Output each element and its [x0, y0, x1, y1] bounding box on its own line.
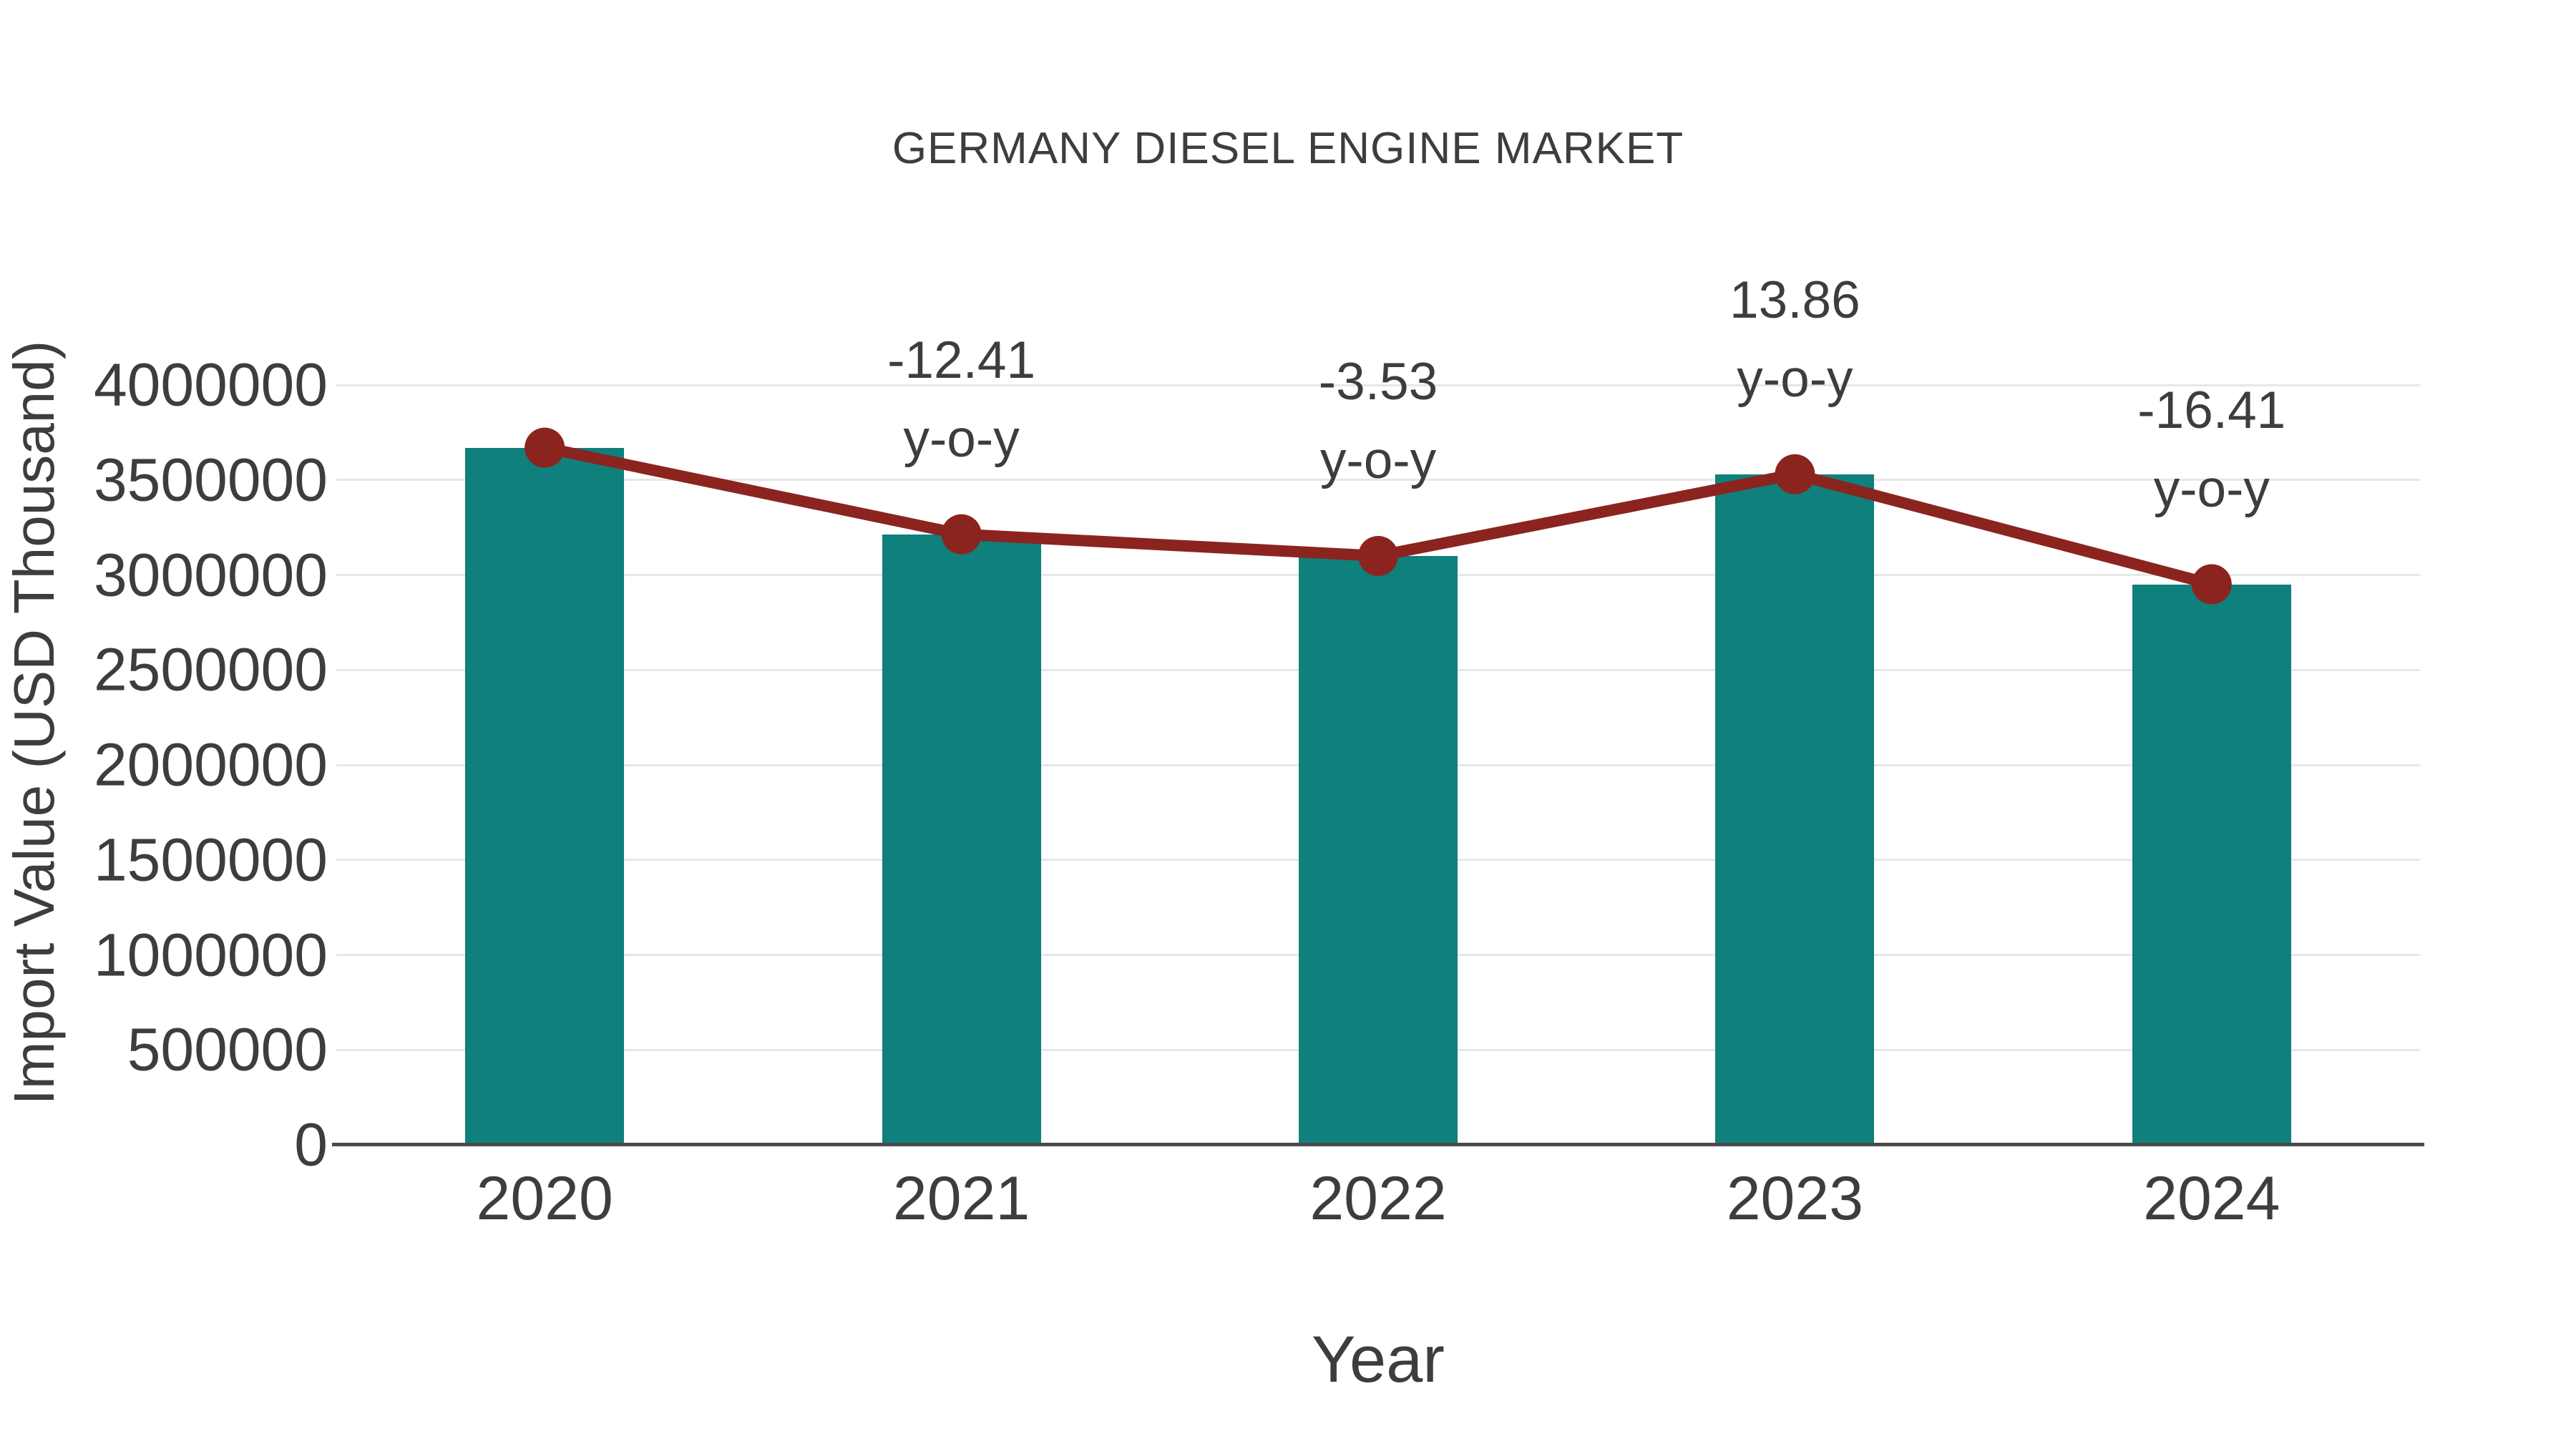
yoy-annotation-2023: 13.86 y-o-y — [1729, 261, 1860, 419]
y-tick-label-3000000: 3000000 — [93, 541, 328, 608]
x-tick-label-2022: 2022 — [1309, 1164, 1447, 1233]
y-tick-label-0: 0 — [294, 1111, 328, 1179]
line-marker-2021 — [941, 514, 982, 555]
x-axis-title: Year — [1312, 1323, 1445, 1396]
bar-2022 — [1299, 555, 1458, 1145]
y-tick-label-1000000: 1000000 — [93, 921, 328, 988]
gridline-3500000 — [336, 479, 2420, 482]
y-tick-label-1500000: 1500000 — [93, 826, 328, 894]
yoy-annotation-2021: -12.41 y-o-y — [887, 321, 1035, 479]
plot-area — [336, 384, 2420, 1145]
gridline-4000000 — [336, 384, 2420, 386]
bar-2024 — [2132, 584, 2291, 1145]
y-tick-label-2000000: 2000000 — [93, 731, 328, 799]
yoy-suffix-2022: y-o-y — [1319, 431, 1437, 489]
y-tick-label-4000000: 4000000 — [93, 351, 328, 419]
yoy-suffix-2023: y-o-y — [1737, 349, 1853, 408]
yoy-annotation-2024: -16.41 y-o-y — [2137, 371, 2285, 529]
y-axis-title: Import Value (USD Thousand) — [2, 340, 66, 1106]
x-tick-label-2023: 2023 — [1726, 1164, 1864, 1233]
x-tick-label-2021: 2021 — [892, 1164, 1030, 1233]
y-tick-label-500000: 500000 — [127, 1015, 328, 1083]
yoy-value-2023: 13.86 — [1729, 270, 1860, 329]
bar-2020 — [465, 447, 625, 1145]
yoy-value-2022: -3.53 — [1318, 352, 1438, 411]
trend-line-layer — [525, 427, 2232, 605]
bar-2023 — [1715, 474, 1875, 1145]
line-marker-2022 — [1358, 535, 1398, 576]
line-marker-2020 — [525, 427, 565, 468]
x-axis-line — [332, 1143, 2424, 1146]
line-marker-2023 — [1775, 454, 1815, 494]
chart-title: GERMANY DIESEL ENGINE MARKET — [892, 124, 1684, 173]
yoy-annotation-2022: -3.53 y-o-y — [1319, 343, 1438, 500]
yoy-value-2021: -12.41 — [887, 331, 1036, 389]
x-tick-label-2020: 2020 — [476, 1164, 613, 1233]
yoy-suffix-2024: y-o-y — [2153, 459, 2270, 518]
x-tick-label-2024: 2024 — [2143, 1164, 2280, 1233]
y-tick-label-2500000: 2500000 — [93, 635, 328, 703]
line-marker-2024 — [2191, 564, 2232, 605]
yoy-suffix-2021: y-o-y — [903, 409, 1020, 468]
bar-2021 — [882, 534, 1041, 1145]
y-tick-label-3500000: 3500000 — [93, 446, 328, 514]
yoy-value-2024: -16.41 — [2137, 381, 2286, 439]
